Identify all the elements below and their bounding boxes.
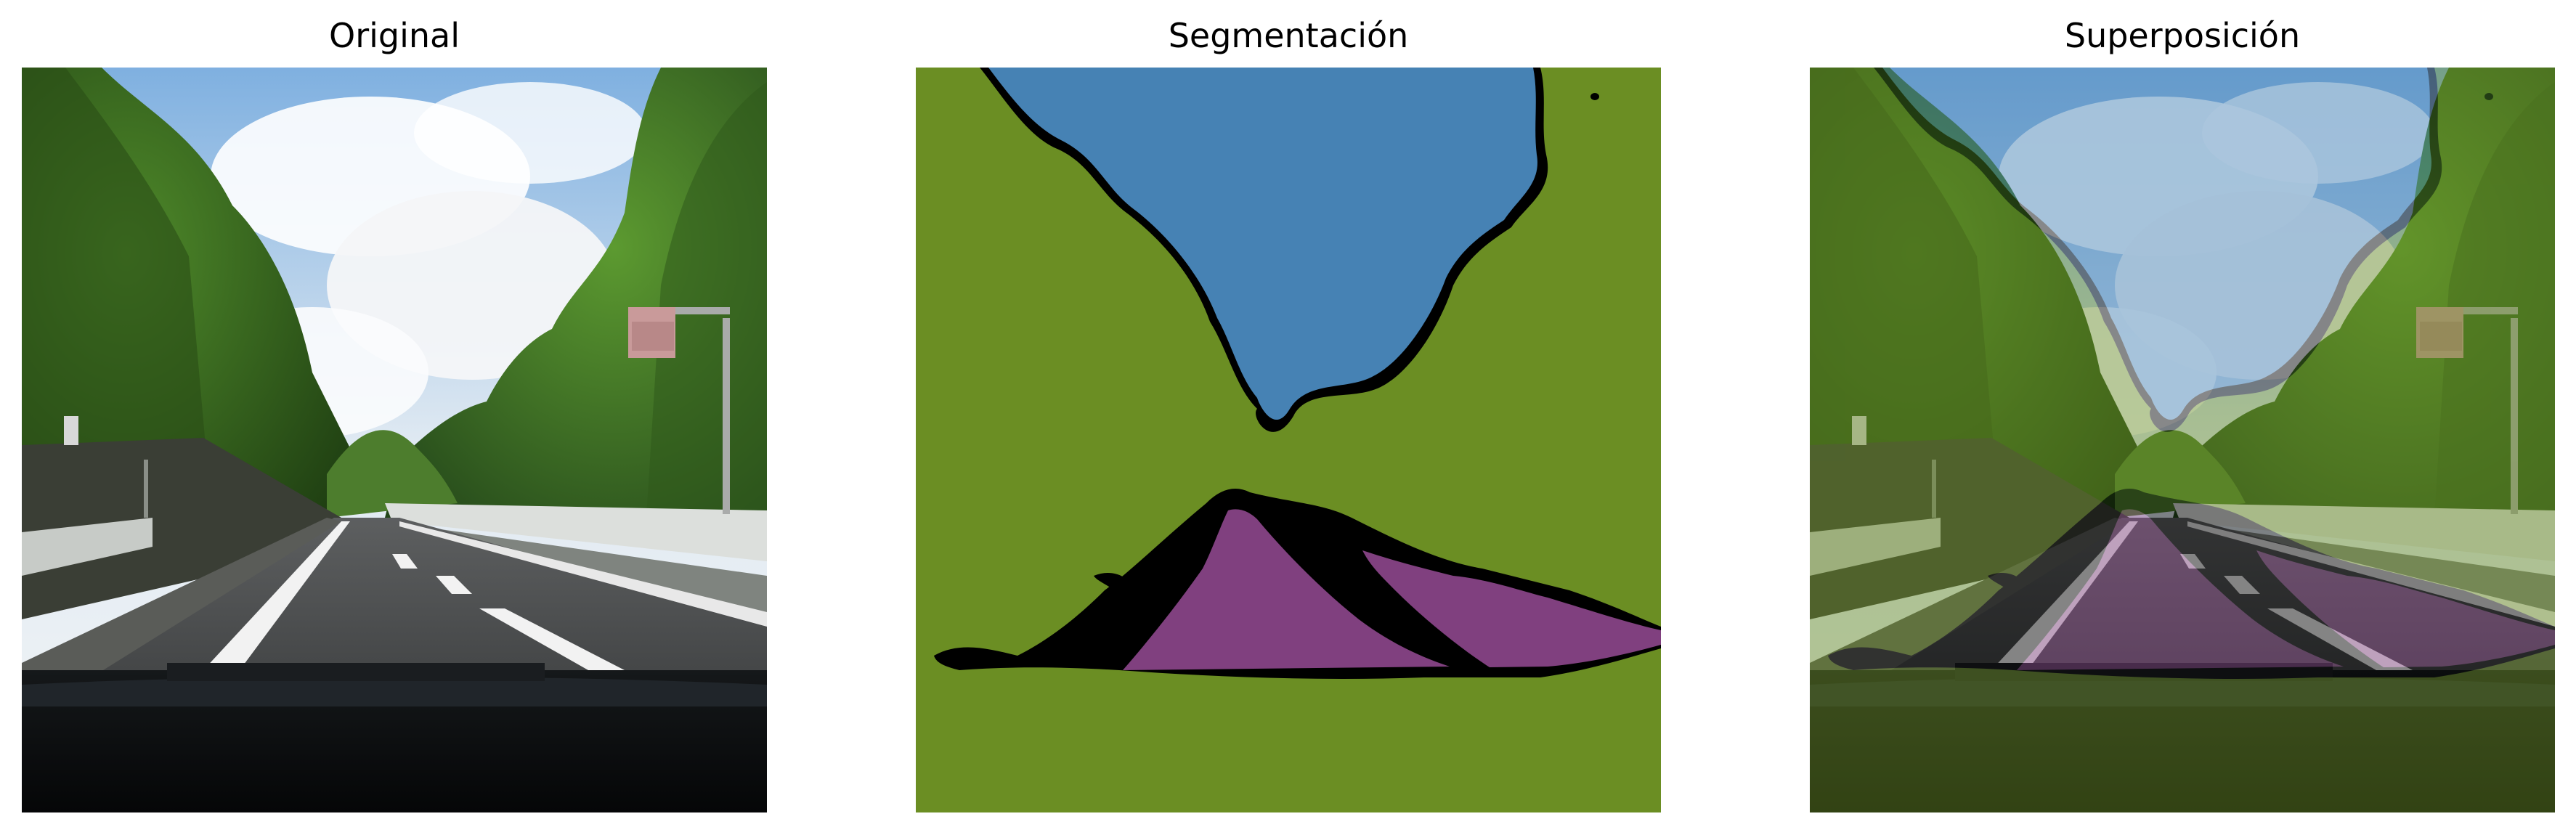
panel-title: Original — [328, 16, 460, 55]
panel-overlay: Superposición — [1810, 0, 2555, 835]
original-image — [22, 68, 767, 812]
panel-title: Segmentación — [1168, 16, 1409, 55]
panel-segmentation: Segmentación — [916, 0, 1661, 835]
panel-title: Superposición — [2064, 16, 2301, 55]
overlay-image — [1810, 68, 2555, 812]
segmentation-image — [916, 68, 1661, 812]
panel-original: Original — [22, 0, 767, 835]
